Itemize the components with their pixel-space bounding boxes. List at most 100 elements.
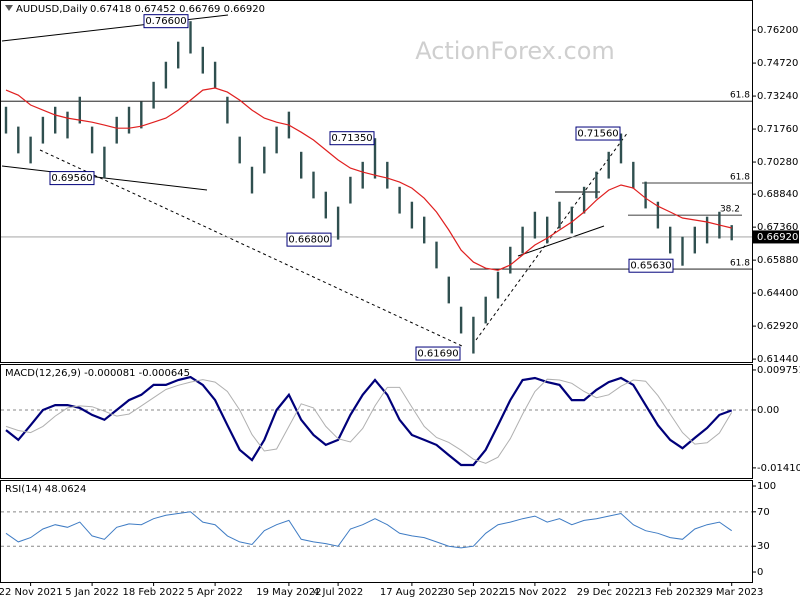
rsi-line <box>5 511 732 549</box>
price-bar <box>189 21 192 54</box>
y-tick-label: 0.73240 <box>757 91 798 102</box>
y-tick-label: 0.009751 <box>757 365 800 376</box>
price-bar <box>632 161 635 189</box>
price-bar <box>275 126 278 154</box>
trend-line <box>517 225 605 257</box>
y-tick-label: 0.74720 <box>757 58 798 69</box>
price-bar <box>386 161 389 189</box>
price-bar <box>324 191 327 219</box>
y-tick-label: 30 <box>757 541 770 552</box>
price-bar <box>509 246 512 274</box>
x-tick-label: 22 Nov 2021 <box>0 587 63 598</box>
x-tick-label: 4 Jul 2022 <box>313 587 363 598</box>
price-bar <box>496 271 500 299</box>
macd-title: MACD(12,26,9) -0.000081 -0.000645 <box>5 368 190 379</box>
price-bar <box>300 151 303 179</box>
price-bar <box>238 136 241 164</box>
x-tick-label: 13 Feb 2023 <box>639 587 701 598</box>
price-bar <box>705 216 709 244</box>
x-tick-label: 18 Feb 2022 <box>122 587 184 598</box>
y-tick-label: 0 <box>757 567 763 578</box>
fib-label: 61.8 <box>730 173 750 183</box>
price-bar <box>681 236 684 266</box>
price-bar <box>656 201 660 229</box>
y-tick-label: 0.71760 <box>757 124 798 135</box>
last-price-label: 0.66920 <box>757 232 798 243</box>
annotation-label: 0.65630 <box>630 261 671 272</box>
price-bar <box>177 41 180 69</box>
price-bar <box>472 316 475 354</box>
price-bar <box>361 161 364 189</box>
price-bar <box>570 206 573 234</box>
y-tick-label: 0.65880 <box>757 255 798 266</box>
price-bar <box>41 116 45 144</box>
trend-line <box>1 14 229 42</box>
x-tick-label: 29 Dec 2022 <box>577 587 641 598</box>
watermark: ActionForex.com <box>415 37 615 65</box>
trend-line <box>475 131 629 341</box>
annotation-label: 0.76600 <box>145 16 186 27</box>
y-tick-label: 100 <box>757 481 776 492</box>
rsi-title: RSI(14) 48.0624 <box>5 484 86 495</box>
annotation-box <box>415 346 461 361</box>
annotation-box <box>286 232 332 247</box>
annotation-label: 0.69560 <box>51 173 92 184</box>
price-bar <box>263 146 266 174</box>
price-bar <box>17 126 20 154</box>
x-tick-label: 5 Jan 2022 <box>65 587 119 598</box>
menu-icon <box>5 5 13 11</box>
price-bar <box>423 216 426 244</box>
price-bar <box>558 201 561 229</box>
x-tick-label: 30 Sep 2022 <box>442 587 505 598</box>
price-bar <box>226 96 229 124</box>
moving-average <box>5 87 732 271</box>
price-bar <box>250 166 254 194</box>
price-bar <box>164 61 168 89</box>
price-bar <box>29 136 32 164</box>
y-tick-label: -0.014107 <box>757 463 800 474</box>
price-bar <box>201 46 204 74</box>
fib-label: 38.2 <box>720 205 740 215</box>
price-bar <box>398 186 401 214</box>
price-bar <box>619 133 623 164</box>
chart-title: AUDUSD,Daily <box>16 4 88 15</box>
y-tick-label: 0.61440 <box>757 354 798 365</box>
price-bar <box>410 201 414 229</box>
annotation-box <box>575 126 621 141</box>
price-bar <box>582 186 586 214</box>
price-bar <box>152 81 155 109</box>
price-bar <box>115 116 118 144</box>
y-tick-label: 0.70280 <box>757 157 798 168</box>
y-tick-label: 0.00 <box>757 405 779 416</box>
price-bar <box>730 225 733 241</box>
price-bar <box>435 241 438 269</box>
y-tick-label: 0.62920 <box>757 321 798 332</box>
annotation-box <box>329 131 375 146</box>
y-tick-label: 0.76200 <box>757 25 798 36</box>
price-bar <box>66 111 69 139</box>
price-bar <box>140 101 143 129</box>
quote: 0.67418 0.67452 0.66769 0.66920 <box>90 4 265 15</box>
price-bar <box>459 306 463 334</box>
annotation-label: 0.71560 <box>577 129 618 140</box>
annotation-box <box>49 171 95 186</box>
macd-panel <box>0 364 753 479</box>
x-tick-label: 29 Mar 2023 <box>700 587 763 598</box>
price-bar <box>669 226 672 254</box>
price-bar <box>336 206 340 240</box>
annotation-label: 0.71350 <box>331 133 372 144</box>
annotation-label: 0.66800 <box>288 235 329 246</box>
annotation-box <box>143 14 189 29</box>
x-tick-label: 17 Aug 2022 <box>380 587 444 598</box>
y-tick-label: 0.68840 <box>757 189 798 200</box>
price-bar <box>4 106 8 134</box>
price-bar <box>693 226 696 254</box>
price-bar <box>54 106 57 134</box>
rsi-panel <box>0 480 753 583</box>
price-bar <box>447 276 450 304</box>
price-bar <box>127 106 131 134</box>
y-tick-label: 0.64400 <box>757 288 798 299</box>
price-bar <box>644 181 647 209</box>
